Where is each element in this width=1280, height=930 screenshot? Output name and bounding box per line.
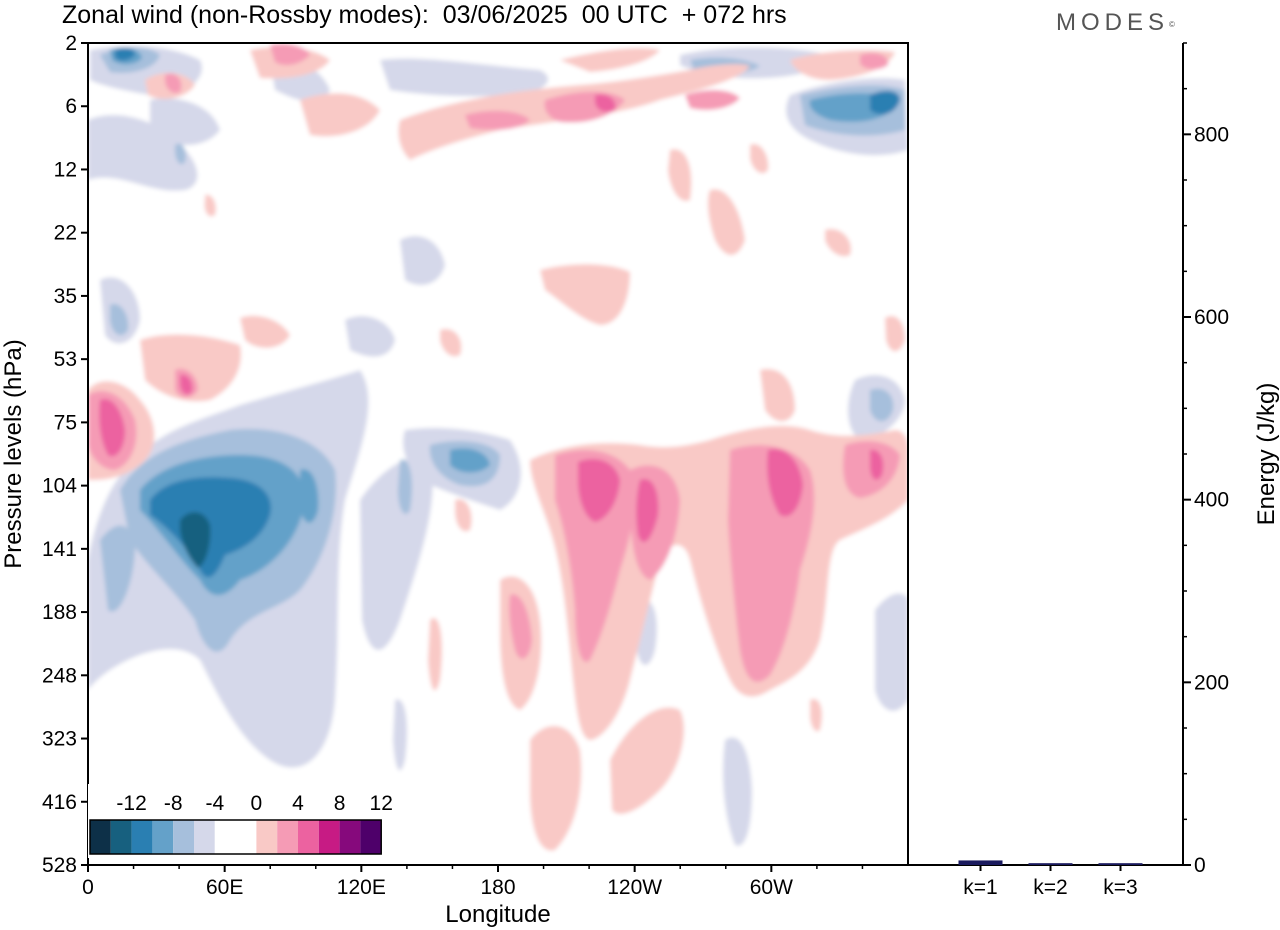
y-tick-label: 323 (42, 728, 77, 751)
energy-axis: 0 200 400 600 800 (1183, 42, 1229, 877)
y-axis-title: Pressure levels (hPa) (0, 339, 27, 568)
y-tick-label: 22 (54, 222, 77, 245)
energy-tick-label: 600 (1194, 306, 1229, 329)
colorbar-swatch (110, 820, 132, 854)
energy-tick-label: 0 (1194, 854, 1206, 877)
contour-neg-deep (115, 47, 900, 578)
energy-bars: k=1 k=2 k=3 (958, 860, 1143, 899)
brand-logo: MODES© (1056, 8, 1175, 38)
y-tick-label: 6 (65, 95, 77, 118)
y-tick-label: 35 (54, 285, 77, 308)
colorbar-label: -8 (164, 792, 183, 815)
x-tick-label: 0 (82, 876, 94, 899)
y-tick-label: 416 (42, 791, 77, 814)
colorbar-swatch (277, 820, 298, 854)
colorbar-swatch (173, 820, 194, 854)
colorbar-label: -12 (116, 792, 146, 815)
colorbar-swatch (194, 820, 215, 854)
colorbar-swatch (131, 820, 153, 854)
brand-text: MODES (1056, 9, 1170, 36)
energy-tick-label: 400 (1194, 489, 1229, 512)
energy-category-label: k=2 (1033, 876, 1067, 899)
colorbar-label: 8 (334, 792, 346, 815)
colorbar-swatch (214, 820, 236, 854)
x-tick-label: 120W (607, 876, 662, 899)
x-tick-label: 60E (206, 876, 243, 899)
wind-field (88, 43, 908, 865)
energy-category-label: k=1 (963, 876, 997, 899)
energy-plot-frame (907, 43, 1184, 866)
y-tick-label: 528 (42, 854, 77, 877)
energy-bar (1028, 863, 1073, 865)
colorbar-label: 4 (292, 792, 304, 815)
x-axis: 0 60E 120E 180 120W 60W (82, 865, 864, 899)
y-axis: 2 6 12 22 35 53 75 104 141 188 248 323 416 528 (42, 32, 88, 877)
contour-neg-min (180, 512, 211, 568)
energy-tick-label: 800 (1194, 123, 1229, 146)
x-tick-label: 120E (337, 876, 386, 899)
y-tick-label: 53 (54, 348, 77, 371)
colorbar-label: -4 (205, 792, 224, 815)
x-tick-label: 180 (480, 876, 515, 899)
y-tick-label: 104 (42, 475, 77, 498)
energy-bar (1098, 863, 1143, 865)
colorbar-outline (89, 819, 382, 855)
energy-axis-title: Energy (J/kg) (1253, 383, 1280, 526)
x-tick-label: 60W (750, 876, 793, 899)
colorbar-swatch (298, 820, 319, 854)
chart-title: Zonal wind (non-Rossby modes): 03/06/202… (62, 1, 787, 29)
x-axis-title: Longitude (445, 901, 550, 928)
colorbar-swatch (318, 820, 340, 854)
colorbar-label: 0 (251, 792, 263, 815)
colorbar-swatch (152, 820, 174, 854)
energy-bar (958, 860, 1003, 865)
colorbar: -12 -8 -4 0 4 8 12 (88, 784, 393, 858)
y-tick-label: 2 (65, 32, 77, 55)
brand-mark: © (1169, 20, 1175, 29)
colorbar-swatch (235, 820, 257, 854)
colorbar-swatch (360, 820, 382, 854)
colorbar-swatch (256, 820, 278, 854)
y-tick-label: 188 (42, 601, 77, 624)
colorbar-label: 12 (370, 792, 393, 815)
y-tick-label: 141 (42, 538, 77, 561)
energy-tick-label: 200 (1194, 671, 1229, 694)
contour-pos-strong (99, 94, 884, 543)
y-tick-label: 248 (42, 664, 77, 687)
colorbar-swatch (339, 820, 361, 854)
y-tick-label: 75 (54, 411, 77, 434)
colorbar-swatch (90, 820, 111, 854)
energy-category-label: k=3 (1103, 876, 1137, 899)
y-tick-label: 12 (54, 158, 77, 181)
